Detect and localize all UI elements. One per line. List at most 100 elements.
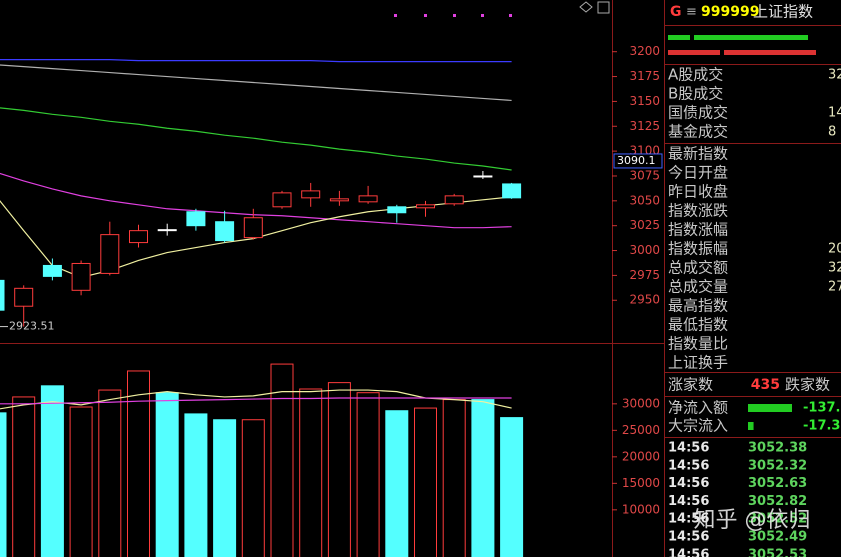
index-name: 上证指数	[753, 3, 813, 21]
stat-value: 141	[828, 106, 841, 121]
tick-time: 14:56	[668, 458, 709, 473]
volume-bar	[12, 396, 36, 557]
label: 跌家数	[785, 376, 830, 394]
volume-bar	[241, 419, 265, 557]
tick-price: 3052.49	[748, 530, 807, 545]
volume-bar	[385, 410, 409, 557]
bar	[724, 50, 816, 55]
candle-body	[502, 183, 522, 199]
stat-value: 20.5	[828, 242, 841, 257]
candle-body	[473, 175, 493, 178]
stat-value: 8	[828, 125, 836, 140]
bar	[668, 35, 690, 40]
y-tick-label: 3075	[629, 168, 660, 182]
icon[interactable]	[579, 1, 593, 13]
candle-body	[42, 264, 62, 277]
candle-body	[100, 234, 120, 274]
candle-body	[129, 230, 148, 244]
volume-bar	[442, 399, 466, 557]
ma-line	[0, 64, 512, 102]
tick-price: 3052.63	[748, 476, 807, 491]
volume-bar	[414, 407, 437, 557]
y-tick-label: 3200	[629, 44, 660, 58]
candle-body	[387, 206, 407, 214]
tick-price: 3052.38	[748, 441, 807, 456]
y-tick-label: 15000	[622, 476, 660, 490]
y-tick-label: 3150	[629, 94, 660, 108]
y-tick-label: 20000	[622, 449, 660, 463]
tick-time: 14:56	[668, 494, 709, 509]
y-tick-label: 3125	[629, 119, 660, 133]
candle-body	[272, 192, 292, 208]
volume-bar	[98, 389, 122, 557]
low-label: 2923.51	[9, 320, 55, 333]
stat-value: 32	[828, 68, 841, 83]
tick-price: 3052.82	[748, 494, 807, 509]
stat-label: 总成交额	[668, 259, 728, 277]
volume-bar	[213, 419, 237, 557]
volume-bar	[299, 388, 323, 557]
bar	[694, 35, 808, 40]
candle-body	[329, 198, 349, 202]
stat-label: 今日开盘	[668, 164, 728, 182]
cursor-label: 3090.1	[617, 154, 656, 167]
candle-body	[444, 195, 464, 205]
stat-label: 指数振幅	[668, 240, 728, 258]
stat-label: 最高指数	[668, 297, 728, 315]
candle-body	[243, 217, 263, 239]
candle-body	[301, 190, 321, 199]
bar	[668, 50, 720, 55]
ma-line	[0, 59, 512, 63]
stat-value: 27	[828, 280, 841, 295]
dot	[481, 14, 484, 17]
prefix: G	[670, 4, 682, 20]
volume-bar	[155, 392, 179, 557]
stat-label: 指数量比	[668, 335, 728, 353]
volume-bar	[40, 385, 64, 557]
stat-label: 国债成交	[668, 104, 728, 122]
candle-body	[186, 211, 206, 227]
stat-label: 最低指数	[668, 316, 728, 334]
y-tick-label: 3000	[629, 243, 660, 257]
volume-bar	[0, 412, 7, 557]
tick-time: 14:56	[668, 476, 709, 491]
volume-ma-line	[0, 397, 512, 405]
dot	[394, 14, 397, 17]
flow-label: 大宗流入	[668, 417, 728, 435]
stat-label: A股成交	[668, 66, 723, 84]
cursor-box	[613, 153, 663, 169]
stat-label: 昨日收盘	[668, 183, 728, 201]
candle-body	[71, 262, 91, 291]
flow-value: -137.5	[803, 401, 841, 416]
y-tick-label: 30000	[622, 396, 660, 410]
dot	[453, 14, 456, 17]
volume-bar	[471, 399, 495, 557]
y-tick-label: 10000	[622, 502, 660, 516]
menu[interactable]: ≡	[686, 5, 697, 20]
stat-label: B股成交	[668, 85, 723, 103]
y-tick-label: 25000	[622, 423, 660, 437]
flow-bar	[748, 422, 754, 430]
watermark: 知乎 @依归	[694, 508, 811, 533]
top-dots	[394, 14, 512, 17]
candle-body	[358, 195, 378, 203]
tick-time: 14:56	[668, 547, 709, 557]
y-tick-label: 3025	[629, 218, 660, 232]
tick-time: 14:56	[668, 441, 709, 456]
volume-bar	[69, 406, 93, 557]
candle-body	[14, 287, 34, 307]
tick-price: 3052.52	[748, 512, 807, 527]
icon[interactable]	[597, 1, 610, 14]
dot	[509, 14, 512, 17]
tick-price: 3052.32	[748, 458, 807, 473]
tick-time: 14:56	[668, 530, 709, 545]
flow-bar	[748, 404, 792, 412]
volume-bar	[327, 382, 351, 557]
stat-label: 指数涨幅	[668, 221, 728, 239]
volume-bar	[270, 363, 294, 557]
ma-line	[0, 107, 512, 171]
stat-label: 上证换手	[668, 354, 728, 372]
